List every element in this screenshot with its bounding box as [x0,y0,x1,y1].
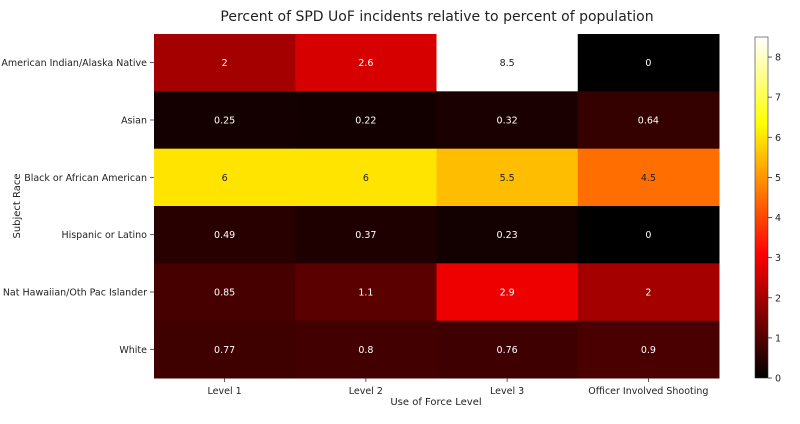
cell-value-label: 6 [222,173,228,184]
cell-value-label: 0.23 [497,230,518,241]
cell-value-label: 4.5 [641,173,656,184]
colorbar-tick-label: 8 [775,53,781,64]
heatmap-cell [577,263,720,322]
heatmap-cell [154,320,296,379]
cell-value-label: 2 [222,58,228,69]
cell-value-label: 6 [363,173,369,184]
x-tick-label: Officer Involved Shooting [588,386,708,397]
x-tick-labels: Level 1 Level 2 Level 3 Officer Involved Sh… [208,378,708,397]
heatmap-cell [577,91,720,150]
x-axis-label: Use of Force Level [390,397,481,408]
colorbar-tick-label: 5 [775,173,781,184]
cell-value-label: 2.9 [500,288,515,299]
heatmap-cell [436,263,579,322]
cell-value-label: 0.8 [358,345,373,356]
heatmap-cell [295,263,437,322]
colorbar-tick-label: 7 [775,93,781,104]
y-tick-label: White [119,345,147,356]
cell-value-label: 0.9 [641,345,656,356]
heatmap-cell [577,34,720,92]
cell-value-label: 0.85 [214,288,235,299]
cell-value-label: 0.77 [214,345,235,356]
cell-value-label: 0.49 [214,230,235,241]
colorbar-tick-label: 6 [775,133,781,144]
cell-value-label: 2.6 [358,58,373,69]
cell-value-label: 0.22 [355,116,376,127]
heatmap-cell [154,148,296,207]
x-tick-label: Level 2 [349,386,383,397]
heatmap-cell [295,206,437,264]
heatmap-cell [154,34,296,92]
colorbar-tick-label: 0 [775,374,781,385]
heatmap-cell [154,206,296,264]
heatmap-cell [577,148,720,207]
colorbar-tick-label: 1 [775,333,781,344]
y-tick-labels: American Indian/Alaska Native Asian Black … [1,58,154,356]
y-tick-label: American Indian/Alaska Native [1,58,147,69]
heatmap-cell [436,320,579,379]
heatmap-cell [295,320,437,379]
cell-value-label: 0.64 [638,116,659,127]
y-tick-label: Black or African American [24,173,147,184]
cell-value-label: 0.25 [214,116,235,127]
cell-value-label: 1.1 [358,288,373,299]
colorbar-tick-label: 4 [775,213,781,224]
heatmap-cell [154,91,296,150]
y-tick-label: Asian [121,116,147,127]
heatmap-cell [577,320,720,379]
colorbar-tick-label: 3 [775,253,781,264]
heatmap-cell [295,91,437,150]
cell-value-label: 0 [645,230,651,241]
colorbar-tick-label: 2 [775,293,781,304]
heatmap-cell [436,34,579,92]
y-tick-label: Nat Hawaiian/Oth Pac Islander [3,288,147,299]
colorbar-ticks: 0 1 2 3 4 5 6 7 8 [768,53,781,385]
heatmap-cell [295,34,437,92]
x-tick-label: Level 1 [208,386,242,397]
cell-value-label: 0 [645,58,651,69]
colorbar [754,36,769,379]
cell-value-label: 0.76 [497,345,518,356]
heatmap-cell [436,206,579,264]
heatmap-cell [577,206,720,264]
y-axis-label: Subject Race [12,173,23,238]
cell-value-label: 5.5 [500,173,515,184]
x-tick-label: Level 3 [490,386,524,397]
chart-title: Percent of SPD UoF incidents relative to… [220,9,653,25]
cell-value-label: 2 [645,288,651,299]
heatmap-cell [154,263,296,322]
cell-value-label: 0.37 [355,230,376,241]
cell-value-label: 8.5 [500,58,515,69]
heatmap-cell [436,148,579,207]
heatmap-cell [295,148,437,207]
heatmap-cells: 2 2.6 8.5 0 0.25 0.22 0.32 0.64 6 6 5.5 4.5 0.49 0.37… [154,34,720,379]
heatmap-cell [436,91,579,150]
y-tick-label: Hispanic or Latino [61,230,147,241]
cell-value-label: 0.32 [497,116,518,127]
